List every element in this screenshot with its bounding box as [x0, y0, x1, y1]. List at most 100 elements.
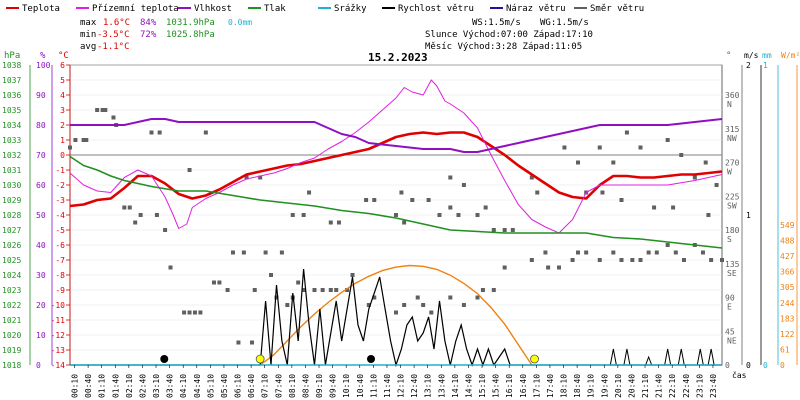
solar-tick-label: 244	[780, 299, 795, 308]
solar-tick-label: 305	[780, 283, 795, 292]
stat-min-hum: 72%	[140, 30, 157, 40]
stat-ws: WS:1.5m/s	[472, 18, 521, 28]
wind-direction-mark	[597, 145, 602, 150]
pressure-tick-label: 1037	[2, 76, 21, 85]
legend-label: Přízemní teplota	[92, 4, 179, 14]
plot-area	[68, 79, 724, 368]
direction-tick-label: 360	[725, 91, 740, 100]
x-tick-label: 11:40	[383, 374, 392, 398]
wind-direction-mark	[597, 258, 602, 262]
temp-tick-label: 2	[60, 121, 65, 130]
wind-direction-mark	[437, 213, 442, 217]
pressure-tick-label: 1031	[2, 166, 21, 175]
x-tick-label: 19:10	[587, 374, 596, 398]
direction-tick-label: 225	[725, 192, 740, 201]
x-tick-label: 06:10	[234, 374, 243, 398]
humidity-tick-label: 40	[36, 241, 46, 250]
x-tick-label: 18:10	[560, 374, 569, 398]
wind-direction-mark	[720, 258, 724, 262]
temp-tick-label: 3	[60, 106, 65, 115]
direction-compass-label: NW	[727, 134, 737, 143]
x-tick-label: 19:40	[600, 374, 609, 398]
wind-direction-mark	[709, 258, 714, 262]
wind-direction-mark	[483, 205, 488, 210]
wind-direction-mark	[638, 258, 643, 262]
x-tick-label: 02:40	[138, 374, 147, 398]
direction-tick-label: 135	[725, 260, 740, 269]
x-tick-label: 22:40	[682, 374, 691, 398]
wind-direction-mark	[402, 303, 407, 307]
wind-direction-mark	[714, 183, 719, 187]
wind-speed-bump	[677, 348, 685, 366]
wind-direction-mark	[263, 250, 268, 255]
sun-marker	[530, 354, 539, 364]
wind-direction-mark	[652, 205, 657, 210]
pressure-tick-label: 1027	[2, 226, 21, 235]
x-tick-label: 17:40	[546, 374, 555, 398]
wind-direction-mark	[510, 228, 515, 232]
wind-direction-mark	[366, 303, 371, 307]
wind-direction-mark	[402, 220, 407, 225]
stat-min-label: min	[80, 30, 96, 40]
wind-speed-bump	[645, 355, 653, 366]
direction-compass-label: N	[727, 100, 732, 109]
x-tick-label: 12:40	[410, 374, 419, 398]
solar-tick-label: 122	[780, 330, 795, 339]
wind-direction-mark	[149, 130, 154, 135]
temp-tick-label: -7	[55, 256, 65, 265]
wind-direction-mark	[301, 288, 306, 292]
series-line	[70, 118, 723, 153]
ms-tick-label: 1	[746, 211, 751, 220]
direction-compass-label: SW	[727, 201, 737, 210]
x-tick-label: 10:10	[342, 374, 351, 398]
wind-direction-mark	[328, 288, 333, 292]
x-tick-label: 22:10	[668, 374, 677, 398]
ms-tick-label: 2	[746, 61, 751, 70]
wind-direction-mark	[570, 258, 575, 262]
legend-label: Teplota	[22, 4, 60, 14]
wind-direction-mark	[654, 250, 659, 255]
x-tick-label: 14:10	[451, 374, 460, 398]
temp-tick-label: -6	[55, 241, 65, 250]
wind-direction-mark	[81, 138, 86, 142]
series-line	[69, 155, 723, 249]
wind-direction-mark	[334, 288, 339, 292]
wind-direction-mark	[461, 303, 466, 307]
wind-direction-mark	[706, 213, 711, 217]
x-tick-label: 03:10	[152, 374, 161, 398]
solar-tick-label: 61	[780, 345, 790, 354]
wind-direction-mark	[182, 310, 187, 315]
wind-direction-mark	[638, 145, 643, 150]
stat-max-hum: 84%	[140, 18, 157, 28]
wind-direction-mark	[163, 228, 168, 232]
wind-direction-mark	[624, 130, 629, 135]
wind-direction-mark	[421, 303, 426, 307]
x-tick-label: 18:40	[573, 374, 582, 398]
wind-direction-mark	[665, 138, 670, 142]
wind-direction-mark	[394, 213, 398, 217]
wind-direction-mark	[103, 108, 108, 112]
x-tick-label: 20:40	[627, 374, 636, 398]
wind-direction-mark	[122, 205, 127, 210]
wind-direction-mark	[502, 228, 507, 232]
moon-marker	[367, 355, 376, 363]
temp-tick-label: -5	[55, 226, 65, 235]
wind-speed-bump	[696, 348, 704, 366]
x-tick-label: 13:40	[437, 374, 446, 398]
stat-max-temp: 1.6°C	[103, 18, 130, 28]
solar-tick-label: 427	[780, 252, 795, 261]
direction-compass-label: S	[727, 235, 732, 244]
unit-mm: mm	[762, 51, 772, 60]
wind-direction-mark	[111, 115, 116, 120]
temp-tick-label: 4	[60, 91, 65, 100]
legend: Teplota Přízemní teplota Vlhkost Tlak Srážky…	[6, 4, 644, 14]
x-tick-label: 09:10	[315, 374, 324, 398]
temp-tick-label: -10	[51, 301, 66, 310]
wind-direction-mark	[562, 145, 567, 150]
wind-direction-mark	[543, 250, 548, 255]
pressure-tick-label: 1028	[2, 211, 21, 220]
wind-direction-mark	[154, 213, 159, 217]
direction-compass-label: E	[727, 303, 732, 312]
temp-tick-label: 5	[60, 76, 65, 85]
x-tick-label: 02:10	[125, 374, 134, 398]
